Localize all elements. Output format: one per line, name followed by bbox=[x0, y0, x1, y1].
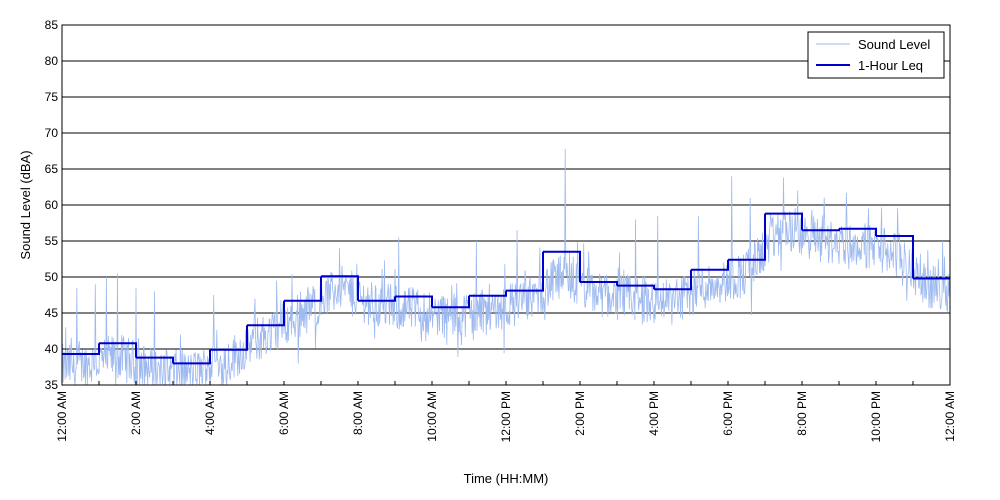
x-tick-label: 6:00 AM bbox=[277, 391, 291, 435]
legend-box bbox=[807, 31, 945, 79]
leq-step bbox=[173, 349, 211, 365]
leq-step bbox=[432, 295, 470, 309]
x-tick-label: 4:00 AM bbox=[203, 391, 217, 435]
leq-step bbox=[543, 250, 581, 283]
x-tick-label: 6:00 PM bbox=[721, 391, 735, 436]
leq-step bbox=[395, 295, 433, 308]
y-tick-label: 55 bbox=[45, 234, 59, 248]
leq-step bbox=[469, 290, 507, 297]
series-layer bbox=[61, 148, 951, 386]
series-sound-level bbox=[61, 148, 951, 386]
x-tick-label: 12:00 PM bbox=[499, 391, 513, 442]
legend: Sound Level 1-Hour Leq bbox=[807, 31, 945, 79]
y-tick-label: 40 bbox=[45, 342, 59, 356]
leq-step bbox=[876, 234, 914, 279]
leq-step bbox=[62, 343, 100, 356]
y-tick-label: 35 bbox=[45, 378, 59, 392]
y-tick-label: 75 bbox=[45, 90, 59, 104]
y-tick-label: 60 bbox=[45, 198, 59, 212]
series-leq bbox=[62, 212, 950, 365]
x-tick-label: 12:00 AM bbox=[55, 391, 69, 442]
y-tick-label: 65 bbox=[45, 162, 59, 176]
y-axis-title: Sound Level (dBA) bbox=[18, 150, 33, 259]
x-axis-title: Time (HH:MM) bbox=[464, 471, 549, 486]
leq-step bbox=[99, 342, 137, 358]
leq-step bbox=[210, 325, 248, 351]
leq-step bbox=[358, 296, 396, 302]
leq-step bbox=[247, 300, 285, 327]
leq-step bbox=[765, 212, 803, 231]
x-tick-label: 2:00 AM bbox=[129, 391, 143, 435]
x-tick-label: 8:00 AM bbox=[351, 391, 365, 435]
leq-step bbox=[691, 259, 729, 271]
axis-ticks: 35 40 45 50 55 60 65 70 75 80 85 12:00 AM 2:00 AM 4:0… bbox=[45, 18, 957, 442]
leq-step bbox=[654, 269, 692, 291]
leq-step bbox=[321, 275, 359, 301]
legend-label-leq: 1-Hour Leq bbox=[858, 58, 923, 73]
leq-step bbox=[839, 227, 877, 236]
leq-step bbox=[284, 276, 322, 302]
y-tick-label: 85 bbox=[45, 18, 59, 32]
leq-step bbox=[617, 284, 655, 290]
x-tick-label: 4:00 PM bbox=[647, 391, 661, 436]
x-tick-label: 2:00 PM bbox=[573, 391, 587, 436]
leq-step bbox=[580, 281, 618, 286]
x-tick-label: 8:00 PM bbox=[795, 391, 809, 436]
leq-step bbox=[136, 356, 174, 364]
y-tick-label: 50 bbox=[45, 270, 59, 284]
y-tick-label: 70 bbox=[45, 126, 59, 140]
leq-step bbox=[728, 213, 766, 261]
y-tick-label: 80 bbox=[45, 54, 59, 68]
x-tick-label: 10:00 AM bbox=[425, 391, 439, 442]
leq-step bbox=[506, 251, 544, 292]
legend-label-sound-level: Sound Level bbox=[858, 37, 930, 52]
gridlines bbox=[62, 60, 950, 350]
x-tick-label: 12:00 AM bbox=[943, 391, 957, 442]
y-tick-label: 45 bbox=[45, 306, 59, 320]
x-tick-label: 10:00 PM bbox=[869, 391, 883, 442]
